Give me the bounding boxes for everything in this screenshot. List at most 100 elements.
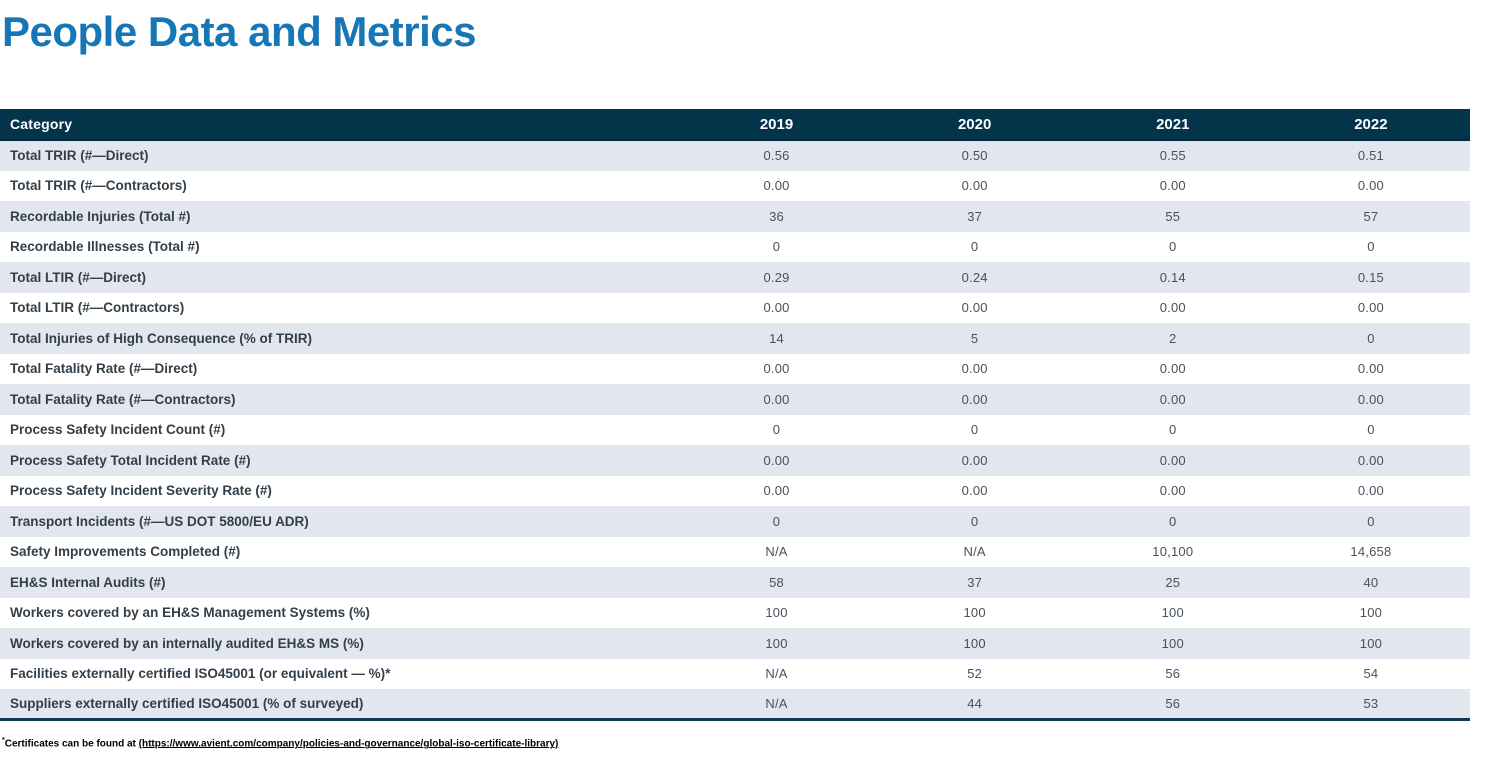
row-value: 0.00 xyxy=(1271,353,1470,384)
table-row: Total Fatality Rate (#—Contractors) 0.00 0… xyxy=(0,384,1470,415)
column-header-year: 2019 xyxy=(677,109,876,141)
row-value: 0.00 xyxy=(677,475,876,506)
row-value: 0.00 xyxy=(1271,384,1470,415)
table-row: Suppliers externally certified ISO45001 … xyxy=(0,689,1470,720)
row-value: 0 xyxy=(875,414,1074,445)
row-value: 0.00 xyxy=(677,170,876,201)
row-value: 0.00 xyxy=(875,292,1074,323)
row-label: Transport Incidents (#—US DOT 5800/EU AD… xyxy=(0,506,678,537)
column-header-category: Category xyxy=(0,109,678,141)
row-value: 40 xyxy=(1271,567,1470,598)
row-label: Workers covered by an EH&S Management Sy… xyxy=(0,597,678,628)
page-title: People Data and Metrics xyxy=(2,8,476,55)
row-value: 0.00 xyxy=(677,445,876,476)
row-value: 0 xyxy=(1271,414,1470,445)
row-value: 0.00 xyxy=(1073,445,1272,476)
row-value: 0.00 xyxy=(1073,292,1272,323)
column-header-year: 2020 xyxy=(875,109,1074,141)
row-label: Total TRIR (#—Contractors) xyxy=(0,170,678,201)
row-label: Facilities externally certified ISO45001… xyxy=(0,658,678,689)
row-value: 0.00 xyxy=(875,170,1074,201)
row-value: 0 xyxy=(677,414,876,445)
row-label: Recordable Injuries (Total #) xyxy=(0,201,678,232)
table-row: Process Safety Incident Severity Rate (#… xyxy=(0,475,1470,506)
row-value: 56 xyxy=(1073,689,1272,720)
row-value: N/A xyxy=(677,536,876,567)
row-value: 58 xyxy=(677,567,876,598)
table-row: Total LTIR (#—Direct) 0.29 0.24 0.14 0.15 xyxy=(0,262,1470,293)
row-value: 100 xyxy=(1271,628,1470,659)
row-value: 14 xyxy=(677,323,876,354)
table-row: Safety Improvements Completed (#) N/A N/A 1… xyxy=(0,536,1470,567)
row-value: N/A xyxy=(875,536,1074,567)
row-label: Process Safety Incident Count (#) xyxy=(0,414,678,445)
row-label: EH&S Internal Audits (#) xyxy=(0,567,678,598)
row-value: 54 xyxy=(1271,658,1470,689)
row-value: 37 xyxy=(875,201,1074,232)
row-value: 100 xyxy=(875,597,1074,628)
row-value: 0 xyxy=(1073,506,1272,537)
row-value: 57 xyxy=(1271,201,1470,232)
table-row: Total LTIR (#—Contractors) 0.00 0.00 0.00 0.… xyxy=(0,292,1470,323)
row-value: 0.00 xyxy=(677,384,876,415)
row-value: 0.00 xyxy=(1073,170,1272,201)
table-row: EH&S Internal Audits (#) 58 37 25 40 xyxy=(0,567,1470,598)
row-value: 0.56 xyxy=(677,140,876,171)
table-row: Workers covered by an internally audited… xyxy=(0,628,1470,659)
row-label: Total Injuries of High Consequence (% of… xyxy=(0,323,678,354)
row-value: 0.15 xyxy=(1271,262,1470,293)
table-body: Total TRIR (#—Direct) 0.56 0.50 0.55 0.51 Tot… xyxy=(0,140,1470,720)
row-value: 0.00 xyxy=(677,292,876,323)
row-label: Total Fatality Rate (#—Contractors) xyxy=(0,384,678,415)
row-label: Workers covered by an internally audited… xyxy=(0,628,678,659)
row-label: Safety Improvements Completed (#) xyxy=(0,536,678,567)
row-value: N/A xyxy=(677,658,876,689)
row-value: 25 xyxy=(1073,567,1272,598)
table-row: Transport Incidents (#—US DOT 5800/EU AD… xyxy=(0,506,1470,537)
table-row: Process Safety Total Incident Rate (#) 0.… xyxy=(0,445,1470,476)
row-label: Total LTIR (#—Contractors) xyxy=(0,292,678,323)
row-value: 0 xyxy=(1073,231,1272,262)
table-row: Facilities externally certified ISO45001… xyxy=(0,658,1470,689)
column-header-year: 2022 xyxy=(1271,109,1470,141)
row-value: 0.00 xyxy=(1073,353,1272,384)
row-label: Process Safety Total Incident Rate (#) xyxy=(0,445,678,476)
table-row: Total TRIR (#—Direct) 0.56 0.50 0.55 0.51 xyxy=(0,140,1470,171)
table-row: Total Fatality Rate (#—Direct) 0.00 0.00 0.… xyxy=(0,353,1470,384)
row-value: 36 xyxy=(677,201,876,232)
row-value: 0.00 xyxy=(1271,292,1470,323)
row-value: 52 xyxy=(875,658,1074,689)
row-value: 0 xyxy=(1271,323,1470,354)
table-row: Recordable Illnesses (Total #) 0 0 0 0 xyxy=(0,231,1470,262)
row-label: Total Fatality Rate (#—Direct) xyxy=(0,353,678,384)
people-metrics-table: Category 2019 2020 2021 2022 Total TRIR (#—D… xyxy=(0,109,1470,721)
row-value: 0 xyxy=(1271,231,1470,262)
row-label: Suppliers externally certified ISO45001 … xyxy=(0,689,678,720)
row-value: 0.55 xyxy=(1073,140,1272,171)
row-value: 0 xyxy=(875,506,1074,537)
row-value: 100 xyxy=(1073,597,1272,628)
row-value: N/A xyxy=(677,689,876,720)
row-value: 0.00 xyxy=(875,384,1074,415)
column-header-year: 2021 xyxy=(1073,109,1272,141)
row-value: 0 xyxy=(875,231,1074,262)
row-value: 0.00 xyxy=(1073,384,1272,415)
row-value: 14,658 xyxy=(1271,536,1470,567)
row-value: 0.00 xyxy=(875,353,1074,384)
header-row: Category 2019 2020 2021 2022 xyxy=(0,109,1470,141)
row-value: 0.14 xyxy=(1073,262,1272,293)
row-value: 0.00 xyxy=(875,475,1074,506)
row-label: Recordable Illnesses (Total #) xyxy=(0,231,678,262)
row-value: 37 xyxy=(875,567,1074,598)
table-row: Workers covered by an EH&S Management Sy… xyxy=(0,597,1470,628)
row-value: 0.00 xyxy=(875,445,1074,476)
footnote-link[interactable]: (https://www.avient.com/company/policies… xyxy=(138,738,559,750)
table-row: Total TRIR (#—Contractors) 0.00 0.00 0.00 0.… xyxy=(0,170,1470,201)
table-row: Process Safety Incident Count (#) 0 0 0 0 xyxy=(0,414,1470,445)
row-value: 0.50 xyxy=(875,140,1074,171)
row-value: 2 xyxy=(1073,323,1272,354)
row-value: 100 xyxy=(1271,597,1470,628)
row-value: 0 xyxy=(677,506,876,537)
row-value: 0 xyxy=(1073,414,1272,445)
row-label: Total TRIR (#—Direct) xyxy=(0,140,678,171)
